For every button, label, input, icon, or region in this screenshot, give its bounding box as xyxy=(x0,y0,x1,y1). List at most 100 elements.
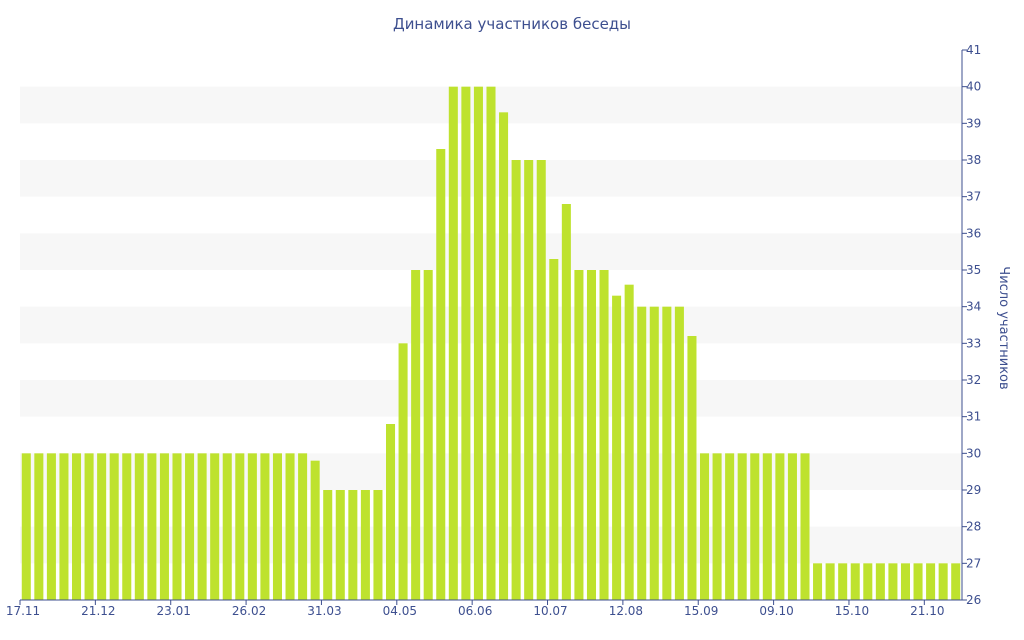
y-tick-label: 37 xyxy=(966,190,981,204)
bar xyxy=(712,453,722,600)
bar xyxy=(260,453,270,600)
bar xyxy=(762,453,772,600)
x-tick-label: 17.11 xyxy=(6,604,40,618)
bar xyxy=(222,453,232,600)
x-tick-label: 31.03 xyxy=(307,604,341,618)
y-tick-label: 29 xyxy=(966,483,981,497)
bars xyxy=(21,86,961,601)
y-tick-label: 34 xyxy=(966,300,981,314)
bar xyxy=(109,453,119,600)
y-tick-label: 36 xyxy=(966,226,981,240)
bar xyxy=(951,563,961,600)
bar xyxy=(938,563,948,600)
bar xyxy=(197,453,207,600)
bar xyxy=(235,453,245,600)
bar xyxy=(398,343,408,600)
bar xyxy=(787,453,797,600)
bar xyxy=(863,563,873,600)
bar xyxy=(486,86,496,601)
y-tick-label: 38 xyxy=(966,153,981,167)
bar xyxy=(674,306,684,600)
y-tick-label: 35 xyxy=(966,263,981,277)
bar xyxy=(210,453,220,600)
bar xyxy=(411,270,421,600)
bar xyxy=(875,563,885,600)
y-tick-label: 30 xyxy=(966,446,981,460)
x-tick-label: 21.10 xyxy=(910,604,944,618)
x-tick-label: 12.08 xyxy=(609,604,643,618)
bar xyxy=(185,453,195,600)
x-axis-ticks: 17.11 21.12 23.01 26.02 31.03 04.05 06.06 10.07… xyxy=(6,600,944,618)
bar xyxy=(825,563,835,600)
bar xyxy=(813,563,823,600)
bar xyxy=(637,306,647,600)
bar xyxy=(900,563,910,600)
x-tick-label: 04.05 xyxy=(383,604,417,618)
x-tick-label: 06.06 xyxy=(458,604,492,618)
bar xyxy=(423,270,433,600)
bar xyxy=(737,453,747,600)
bar xyxy=(574,270,584,600)
x-tick-label: 10.07 xyxy=(533,604,567,618)
bar xyxy=(21,453,31,600)
bar xyxy=(473,86,483,601)
y-tick-label: 27 xyxy=(966,556,981,570)
x-tick-label: 26.02 xyxy=(232,604,266,618)
bar xyxy=(348,490,358,600)
bar xyxy=(310,460,320,600)
bar xyxy=(448,86,458,601)
bar xyxy=(800,453,810,600)
bar xyxy=(323,490,333,600)
bar xyxy=(926,563,936,600)
bar xyxy=(536,160,546,600)
bar xyxy=(524,160,534,600)
bar xyxy=(122,453,132,600)
bar xyxy=(549,259,559,600)
bar xyxy=(247,453,257,600)
bar xyxy=(725,453,735,600)
bar xyxy=(46,453,56,600)
y-tick-label: 31 xyxy=(966,410,981,424)
bar xyxy=(913,563,923,600)
y-tick-label: 32 xyxy=(966,373,981,387)
bar xyxy=(134,453,144,600)
bar xyxy=(373,490,383,600)
bar xyxy=(360,490,370,600)
y-axis-title: Число участников xyxy=(996,266,1011,389)
bar xyxy=(586,270,596,600)
bar xyxy=(612,295,622,600)
bar xyxy=(511,160,521,600)
y-tick-label: 33 xyxy=(966,336,981,350)
bar xyxy=(272,453,282,600)
bar xyxy=(499,112,509,600)
bar xyxy=(59,453,69,600)
bar xyxy=(34,453,44,600)
bar xyxy=(662,306,672,600)
bar xyxy=(84,453,94,600)
bar xyxy=(298,453,308,600)
y-tick-label: 40 xyxy=(966,80,981,94)
bar xyxy=(687,336,697,600)
bar xyxy=(838,563,848,600)
bar xyxy=(888,563,898,600)
bar xyxy=(386,424,396,600)
x-tick-label: 09.10 xyxy=(759,604,793,618)
y-tick-label: 41 xyxy=(966,43,981,57)
bar xyxy=(750,453,760,600)
bar xyxy=(97,453,107,600)
bar xyxy=(335,490,345,600)
bar xyxy=(599,270,609,600)
x-tick-label: 15.10 xyxy=(835,604,869,618)
chart-title: Динамика участников беседы xyxy=(393,15,631,33)
bar xyxy=(172,453,182,600)
x-tick-label: 15.09 xyxy=(684,604,718,618)
y-tick-label: 28 xyxy=(966,520,981,534)
bar xyxy=(159,453,169,600)
bar xyxy=(436,149,446,600)
bar xyxy=(72,453,82,600)
bar xyxy=(285,453,295,600)
y-tick-label: 39 xyxy=(966,116,981,130)
x-tick-label: 21.12 xyxy=(81,604,115,618)
bar xyxy=(461,86,471,601)
